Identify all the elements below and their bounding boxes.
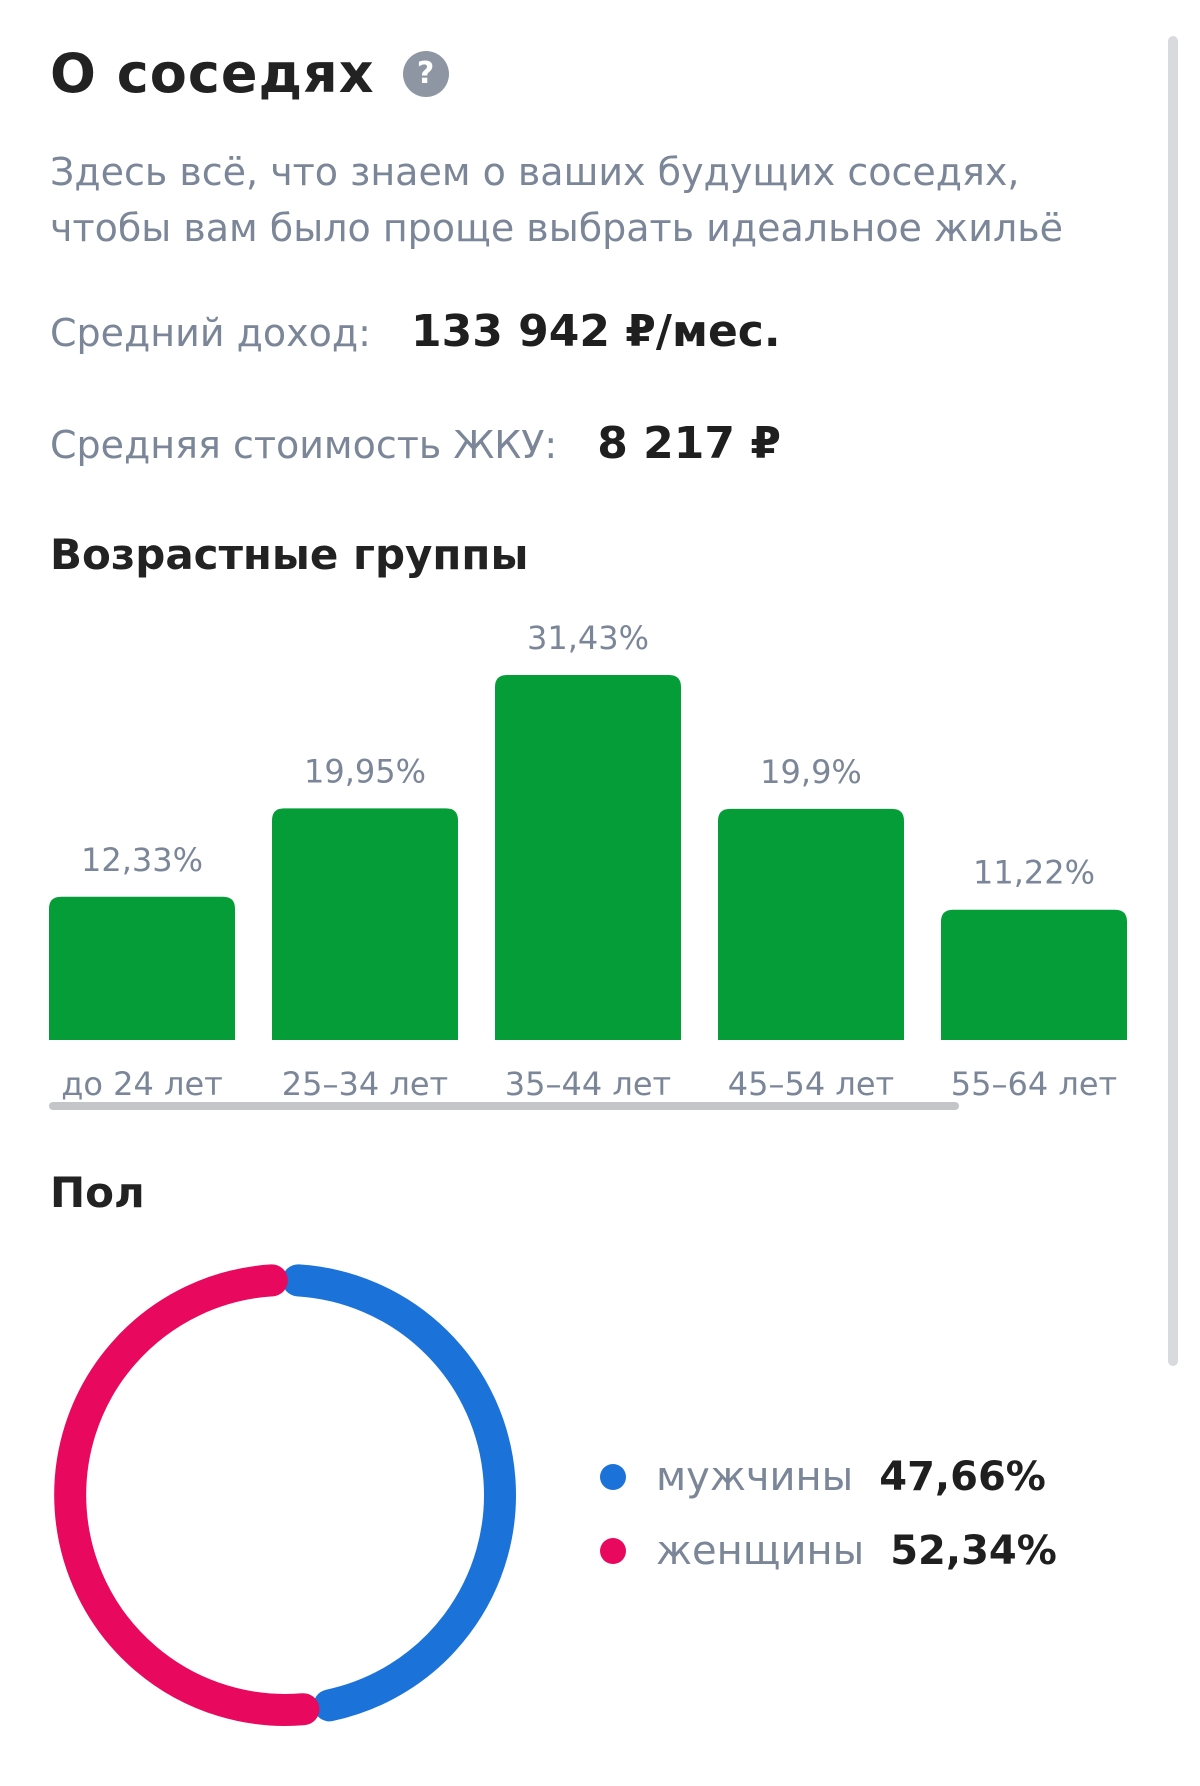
legend-dot-women (600, 1538, 626, 1564)
average-income-label: Средний доход: (50, 311, 371, 355)
category-label-3: 45–54 лет (728, 1065, 894, 1103)
question-circle-icon[interactable]: ? (402, 50, 449, 97)
title-row: О соседях ? (50, 42, 449, 105)
sex-title: Пол (50, 1168, 145, 1217)
legend-item-women: женщины 52,34% (600, 1514, 1057, 1588)
donut-slice-1 (54, 1264, 320, 1726)
category-label-2: 35–44 лет (505, 1065, 671, 1103)
sex-legend: мужчины 47,66% женщины 52,34% (600, 1440, 1057, 1588)
legend-value-women: 52,34% (890, 1528, 1057, 1574)
legend-item-men: мужчины 47,66% (600, 1440, 1057, 1514)
average-income-row: Средний доход: 133 942 ₽/мес. (50, 306, 781, 357)
category-label-1: 25–34 лет (282, 1065, 448, 1103)
average-utility-row: Средняя стоимость ЖКУ: 8 217 ₽ (50, 418, 781, 469)
page-scrollbar[interactable] (1168, 36, 1178, 1366)
bar-2 (495, 675, 681, 1040)
bar-value-label-2: 31,43% (527, 619, 649, 657)
sex-donut-chart (54, 1264, 516, 1726)
bar-value-label-1: 19,95% (304, 752, 426, 790)
age-groups-bar-chart: 12,33% до 24 лет 19,95% 25–34 лет 31,43% 35–4… (49, 619, 1127, 1110)
legend-label-men: мужчины (656, 1454, 854, 1500)
bar-1 (272, 808, 458, 1040)
legend-label-women: женщины (656, 1528, 865, 1574)
page-subtitle: Здесь всё, что знаем о ваших будущих сос… (50, 150, 1064, 250)
bar-value-label-0: 12,33% (81, 841, 203, 879)
bar-4 (941, 909, 1127, 1040)
legend-dot-men (600, 1464, 626, 1490)
page-title: О соседях (50, 42, 375, 105)
legend-value-men: 47,66% (879, 1454, 1046, 1500)
donut-slice-0 (282, 1264, 516, 1722)
average-utility-label: Средняя стоимость ЖКУ: (50, 423, 558, 467)
help-glyph: ? (416, 56, 435, 91)
category-label-4: 55–64 лет (951, 1065, 1117, 1103)
average-utility-value: 8 217 ₽ (597, 418, 781, 469)
bar-0 (49, 896, 235, 1040)
average-income-value: 133 942 ₽/мес. (410, 306, 781, 357)
category-label-0: до 24 лет (61, 1065, 223, 1103)
chart-horizontal-scrollbar[interactable] (49, 1102, 959, 1110)
age-groups-title: Возрастные группы (50, 530, 529, 579)
bar-3 (718, 808, 904, 1040)
bar-value-label-3: 19,9% (760, 753, 862, 791)
bar-value-label-4: 11,22% (973, 854, 1095, 892)
